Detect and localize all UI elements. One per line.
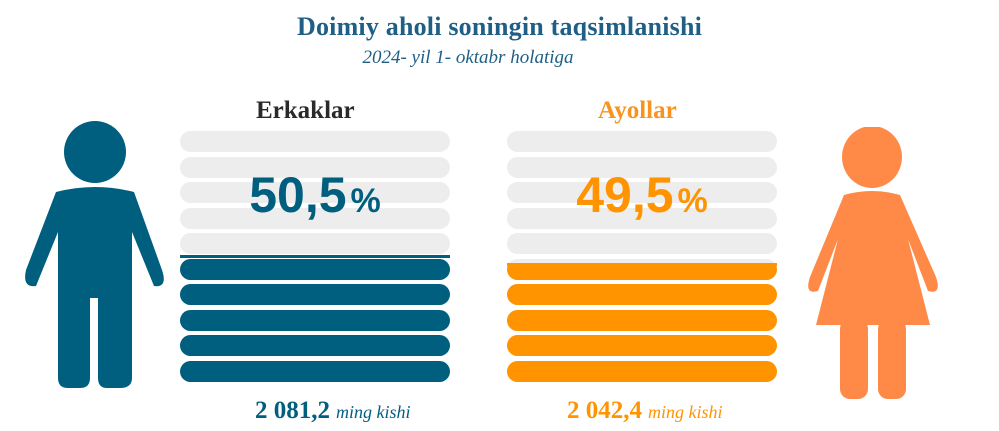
men-bar-stripe-filled: [180, 309, 450, 331]
men-bar-fill: [180, 255, 450, 387]
men-label: Erkaklar: [256, 97, 355, 124]
women-total: 2 042,4 ming kishi: [567, 397, 723, 425]
women-bar-stripe-empty: [507, 182, 777, 203]
men-bar-stripe-filled: [180, 258, 450, 280]
women-bar-fill: [507, 263, 777, 387]
men-bar-stripe-empty: [180, 131, 450, 152]
men-bar: 50,5%: [180, 131, 450, 387]
chart-title: Doimiy aholi soningin taqsimlanishi: [296, 12, 703, 41]
women-bar-stripe-filled: [507, 360, 777, 382]
men-bar-stripe-empty: [180, 182, 450, 203]
men-total-unit: ming kishi: [336, 402, 411, 422]
chart-subtitle: 2024- yil 1- oktabr holatiga: [362, 47, 574, 68]
women-bar-stripe-empty: [507, 207, 777, 229]
men-bar-stripe-empty: [180, 156, 450, 178]
men-bar-stripe-filled: [180, 335, 450, 356]
men-percent-unit: %: [350, 182, 381, 220]
men-bar-stripe-empty: [180, 233, 450, 254]
women-label: Ayollar: [598, 97, 677, 124]
women-bar-stripe-empty: [507, 131, 777, 152]
women-bar-stripe-empty: [507, 156, 777, 178]
men-bar-stripe-filled: [180, 284, 450, 305]
men-percent-value: 50,5: [249, 167, 347, 223]
men-bar-stripe-filled: [180, 360, 450, 382]
men-bar-stripe-empty: [180, 207, 450, 229]
women-bar-stripe-filled: [507, 309, 777, 331]
women-bar: 49,5%: [507, 131, 777, 387]
women-percent: 49,5%: [507, 166, 777, 224]
female-person-icon: [808, 127, 938, 399]
men-total: 2 081,2 ming kishi: [255, 397, 411, 425]
women-bar-stripe-filled: [507, 266, 777, 280]
women-percent-unit: %: [677, 182, 708, 220]
women-bar-stripe-empty: [507, 233, 777, 254]
men-percent: 50,5%: [180, 166, 450, 224]
women-total-value: 2 042,4: [567, 397, 642, 424]
male-person-icon: [25, 121, 164, 388]
women-bar-stripe-filled: [507, 284, 777, 305]
women-percent-value: 49,5: [576, 167, 674, 223]
women-bar-stripe-filled: [507, 335, 777, 356]
women-total-unit: ming kishi: [648, 402, 723, 422]
men-total-value: 2 081,2: [255, 397, 330, 424]
